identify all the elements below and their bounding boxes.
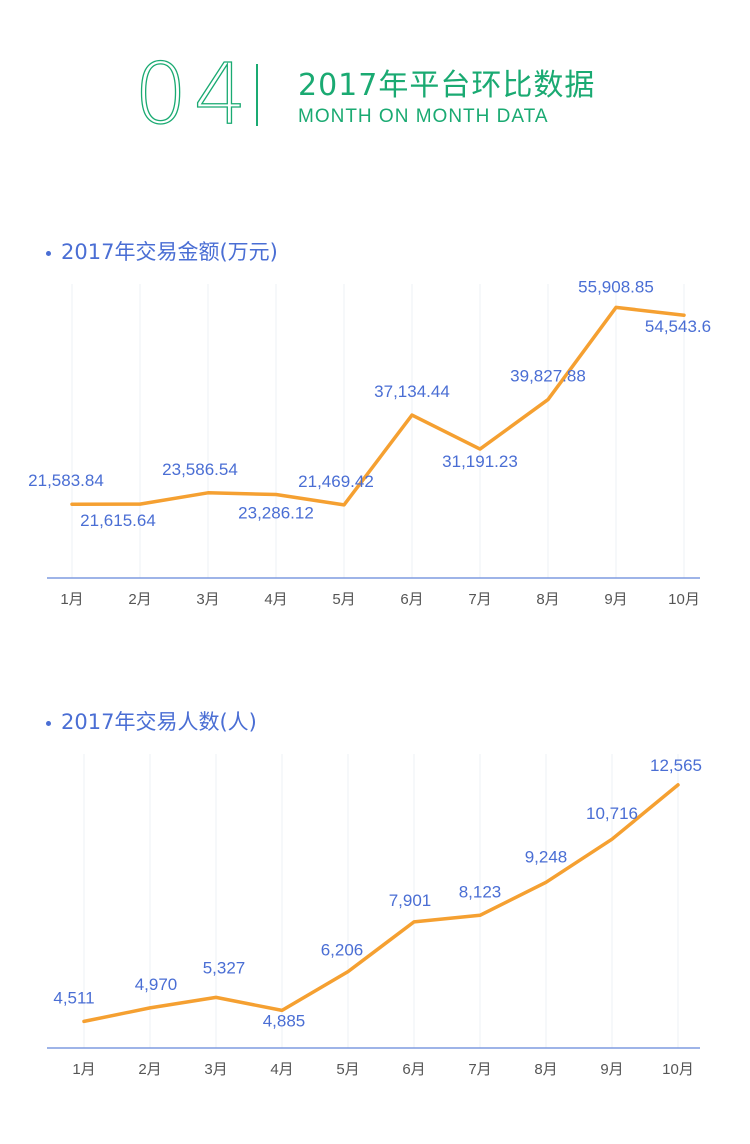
data-label: 10,716 (586, 804, 638, 823)
header-divider (256, 64, 258, 126)
bullet-dot (46, 251, 51, 256)
section-header: 04 2017年平台环比数据 MONTH ON MONTH DATA (0, 0, 750, 140)
data-label: 4,970 (135, 975, 178, 994)
x-tick-label: 10月 (662, 1061, 694, 1078)
x-tick-label: 8月 (534, 1061, 557, 1078)
data-label: 31,191.23 (442, 452, 518, 471)
section-number: 04 (134, 52, 253, 136)
data-label: 12,565 (650, 756, 702, 775)
x-tick-label: 5月 (332, 591, 355, 608)
x-tick-label: 2月 (138, 1061, 161, 1078)
data-label: 37,134.44 (374, 382, 450, 401)
section-subtitle: MONTH ON MONTH DATA (298, 106, 549, 128)
chart-title-amount-text: 2017年交易金额(万元) (61, 240, 278, 264)
data-label: 5,327 (203, 958, 246, 977)
data-label: 8,123 (459, 882, 502, 901)
x-tick-label: 7月 (468, 1061, 491, 1078)
x-tick-label: 3月 (204, 1061, 227, 1078)
bullet-dot (46, 721, 51, 726)
data-label: 6,206 (321, 941, 364, 960)
users-line-chart: 1月 2月 3月 4月 5月 6月 7月 8月 9月 10月 4,511 4,970 5,327 4,88… (0, 750, 750, 1090)
section-title: 2017年平台环比数据 (298, 60, 595, 104)
data-label: 21,583.84 (28, 471, 104, 490)
chart-title-users: 2017年交易人数(人) (46, 706, 257, 736)
data-label: 23,286.12 (238, 503, 314, 522)
x-tick-label: 3月 (196, 591, 219, 608)
x-tick-label: 6月 (402, 1061, 425, 1078)
x-tick-label: 1月 (72, 1061, 95, 1078)
data-label: 7,901 (389, 891, 432, 910)
x-tick-label: 9月 (600, 1061, 623, 1078)
data-label: 21,615.64 (80, 511, 156, 530)
x-tick-label: 6月 (400, 591, 423, 608)
data-label: 21,469.42 (298, 472, 374, 491)
data-label: 4,511 (53, 988, 94, 1007)
data-label: 9,248 (525, 847, 568, 866)
x-tick-label: 5月 (336, 1061, 359, 1078)
x-tick-label: 4月 (264, 591, 287, 608)
data-label: 4,885 (263, 1011, 306, 1030)
data-label: 54,543.6 (645, 317, 711, 336)
x-tick-label: 9月 (604, 591, 627, 608)
chart-title-users-text: 2017年交易人数(人) (61, 710, 257, 734)
x-tick-label: 8月 (536, 591, 559, 608)
data-label: 23,586.54 (162, 460, 238, 479)
amount-line-chart: 1月 2月 3月 4月 5月 6月 7月 8月 9月 10月 21,583.84 21,615.64 2… (0, 280, 750, 620)
x-tick-label: 7月 (468, 591, 491, 608)
x-tick-label: 2月 (128, 591, 151, 608)
x-tick-label: 10月 (668, 591, 700, 608)
x-tick-label: 1月 (60, 591, 83, 608)
chart-title-amount: 2017年交易金额(万元) (46, 236, 278, 266)
data-label: 39,827.88 (510, 367, 586, 386)
data-label: 55,908.85 (578, 280, 654, 296)
x-tick-label: 4月 (270, 1061, 293, 1078)
